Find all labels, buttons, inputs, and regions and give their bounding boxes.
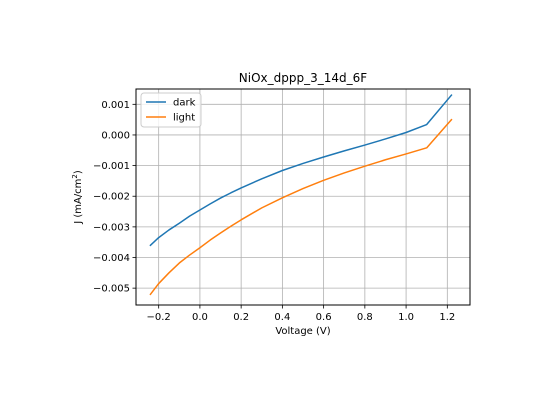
- x-axis-label: Voltage (V): [275, 326, 330, 337]
- series-line-dark: [149, 94, 453, 247]
- y-axis-label-close: ): [73, 170, 84, 174]
- series-line-light: [149, 118, 453, 296]
- y-axis-label-superscript: 2: [71, 174, 79, 178]
- chart-title: NiOx_dppp_3_14d_6F: [239, 71, 367, 85]
- x-tick-label: 0.2: [233, 312, 249, 323]
- y-tick-label: −0.002: [93, 192, 130, 203]
- x-tick-label: 0.6: [316, 312, 332, 323]
- x-tick-label: 1.0: [398, 312, 414, 323]
- x-tick-label: 0.8: [357, 312, 373, 323]
- x-tick-label: 0.4: [274, 312, 290, 323]
- x-tick-label: 1.2: [439, 312, 455, 323]
- y-axis-label-main: J (mA/cm: [73, 179, 84, 225]
- legend-label-light: light: [173, 113, 195, 124]
- tick-layer: −0.2 0.0 0.2 0.4 0.6 0.8 1.0 1.2 −0.005 −0.004 −0.…: [93, 100, 455, 323]
- legend-label-dark: dark: [173, 98, 196, 109]
- y-tick-label: 0.001: [101, 100, 130, 111]
- y-tick-label: −0.003: [93, 222, 130, 233]
- y-tick-label: −0.004: [93, 253, 130, 264]
- x-tick-label: −0.2: [147, 312, 171, 323]
- y-tick-label: 0.000: [101, 130, 130, 141]
- series-layer: [149, 94, 453, 296]
- y-tick-label: −0.005: [93, 284, 130, 295]
- y-tick-label: −0.001: [93, 161, 130, 172]
- legend: dark light: [140, 92, 202, 128]
- x-tick-label: 0.0: [192, 312, 208, 323]
- plot-frame: [135, 88, 471, 306]
- y-axis-label: J (mA/cm2): [71, 170, 84, 225]
